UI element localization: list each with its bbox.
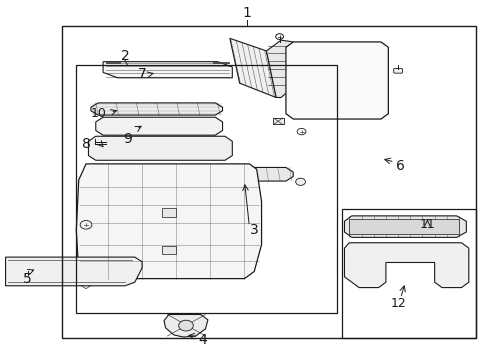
- Polygon shape: [88, 136, 232, 160]
- Text: 1: 1: [242, 6, 251, 20]
- Ellipse shape: [81, 264, 90, 269]
- Ellipse shape: [175, 141, 211, 156]
- Circle shape: [80, 221, 92, 229]
- FancyBboxPatch shape: [393, 68, 402, 73]
- Text: 9: 9: [123, 132, 132, 146]
- Bar: [341, 209, 475, 338]
- Polygon shape: [103, 62, 232, 78]
- Polygon shape: [5, 257, 142, 286]
- Bar: [161, 246, 176, 254]
- Text: 5: 5: [23, 271, 32, 285]
- Text: 4: 4: [198, 333, 207, 347]
- Text: 2: 2: [121, 49, 129, 63]
- Text: 12: 12: [389, 297, 405, 310]
- Bar: [272, 118, 283, 125]
- Bar: [348, 220, 458, 234]
- Bar: [61, 26, 475, 338]
- Polygon shape: [212, 62, 228, 63]
- Polygon shape: [163, 315, 207, 337]
- Ellipse shape: [240, 264, 248, 269]
- Polygon shape: [76, 164, 261, 279]
- Polygon shape: [285, 42, 387, 119]
- Ellipse shape: [125, 120, 163, 133]
- Circle shape: [178, 320, 193, 331]
- Polygon shape: [266, 40, 293, 98]
- Polygon shape: [181, 167, 293, 181]
- Ellipse shape: [120, 140, 163, 156]
- Text: 10: 10: [90, 107, 106, 120]
- Bar: [76, 65, 336, 313]
- Polygon shape: [91, 103, 222, 115]
- Polygon shape: [105, 62, 120, 63]
- Ellipse shape: [173, 121, 203, 132]
- Text: 6: 6: [395, 159, 404, 173]
- Text: 7: 7: [138, 67, 146, 81]
- Bar: [161, 208, 176, 217]
- Polygon shape: [344, 243, 468, 288]
- Ellipse shape: [81, 181, 90, 186]
- Polygon shape: [344, 216, 466, 237]
- Text: 3: 3: [249, 223, 258, 237]
- Text: 8: 8: [81, 137, 90, 151]
- Polygon shape: [229, 39, 276, 98]
- Polygon shape: [96, 117, 222, 135]
- Circle shape: [295, 178, 305, 185]
- Text: 11: 11: [419, 218, 434, 231]
